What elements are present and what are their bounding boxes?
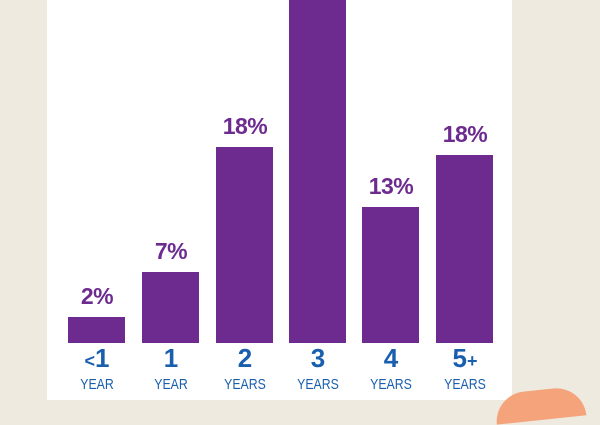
bar-4-years [362,207,419,343]
category-number: 3 [310,343,326,373]
value-label: 18% [442,121,488,147]
value-label: 18% [222,113,268,139]
category-number: 1 [163,343,179,373]
category-number: <1 [84,343,110,373]
category-number: 5+ [452,343,478,373]
category-number: 4 [383,343,399,373]
category-unit: YEAR [154,376,188,393]
category-unit: YEARS [297,376,339,393]
category-unit: YEARS [444,376,486,393]
category-number: 2 [237,343,253,373]
bar-3-years [289,0,346,343]
category-unit: YEARS [224,376,266,393]
value-label: 2% [80,283,114,309]
category-unit: YEAR [80,376,114,393]
bar-2-years [216,147,273,343]
category-unit: YEARS [370,376,412,393]
bar-5plus-years [436,155,493,343]
bar-lt1-year [68,317,125,343]
value-label: 7% [154,238,188,264]
value-label: 13% [368,173,414,199]
bar-1-year [142,272,199,343]
